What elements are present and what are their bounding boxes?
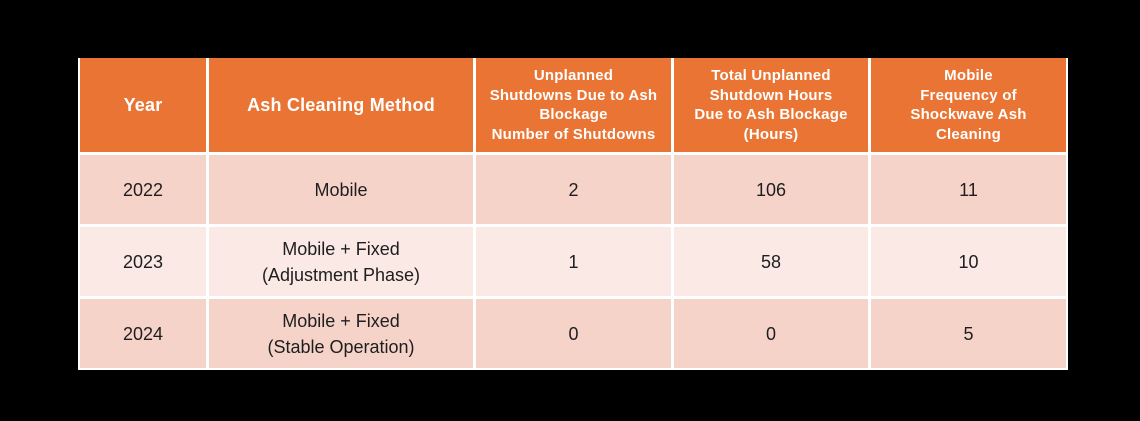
cell-hours: 58 <box>674 227 868 296</box>
cell-frequency: 10 <box>871 227 1066 296</box>
cell-method: Mobile <box>209 155 473 224</box>
cell-year: 2023 <box>80 227 206 296</box>
header-cell-year: Year <box>80 58 206 152</box>
header-cell-shutdowns: Unplanned Shutdowns Due to Ash Blockage … <box>476 58 671 152</box>
cell-hours: 106 <box>674 155 868 224</box>
cell-shutdowns: 1 <box>476 227 671 296</box>
cell-method: Mobile + Fixed (Adjustment Phase) <box>209 227 473 296</box>
cell-year: 2022 <box>80 155 206 224</box>
cell-shutdowns: 0 <box>476 299 671 368</box>
cell-shutdowns: 2 <box>476 155 671 224</box>
header-cell-method: Ash Cleaning Method <box>209 58 473 152</box>
cell-frequency: 11 <box>871 155 1066 224</box>
header-cell-frequency: Mobile Frequency of Shockwave Ash Cleani… <box>871 58 1066 152</box>
ash-cleaning-table: Year Ash Cleaning Method Unplanned Shutd… <box>78 58 1068 370</box>
cell-method: Mobile + Fixed (Stable Operation) <box>209 299 473 368</box>
cell-hours: 0 <box>674 299 868 368</box>
cell-frequency: 5 <box>871 299 1066 368</box>
header-cell-hours: Total Unplanned Shutdown Hours Due to As… <box>674 58 868 152</box>
cell-year: 2024 <box>80 299 206 368</box>
